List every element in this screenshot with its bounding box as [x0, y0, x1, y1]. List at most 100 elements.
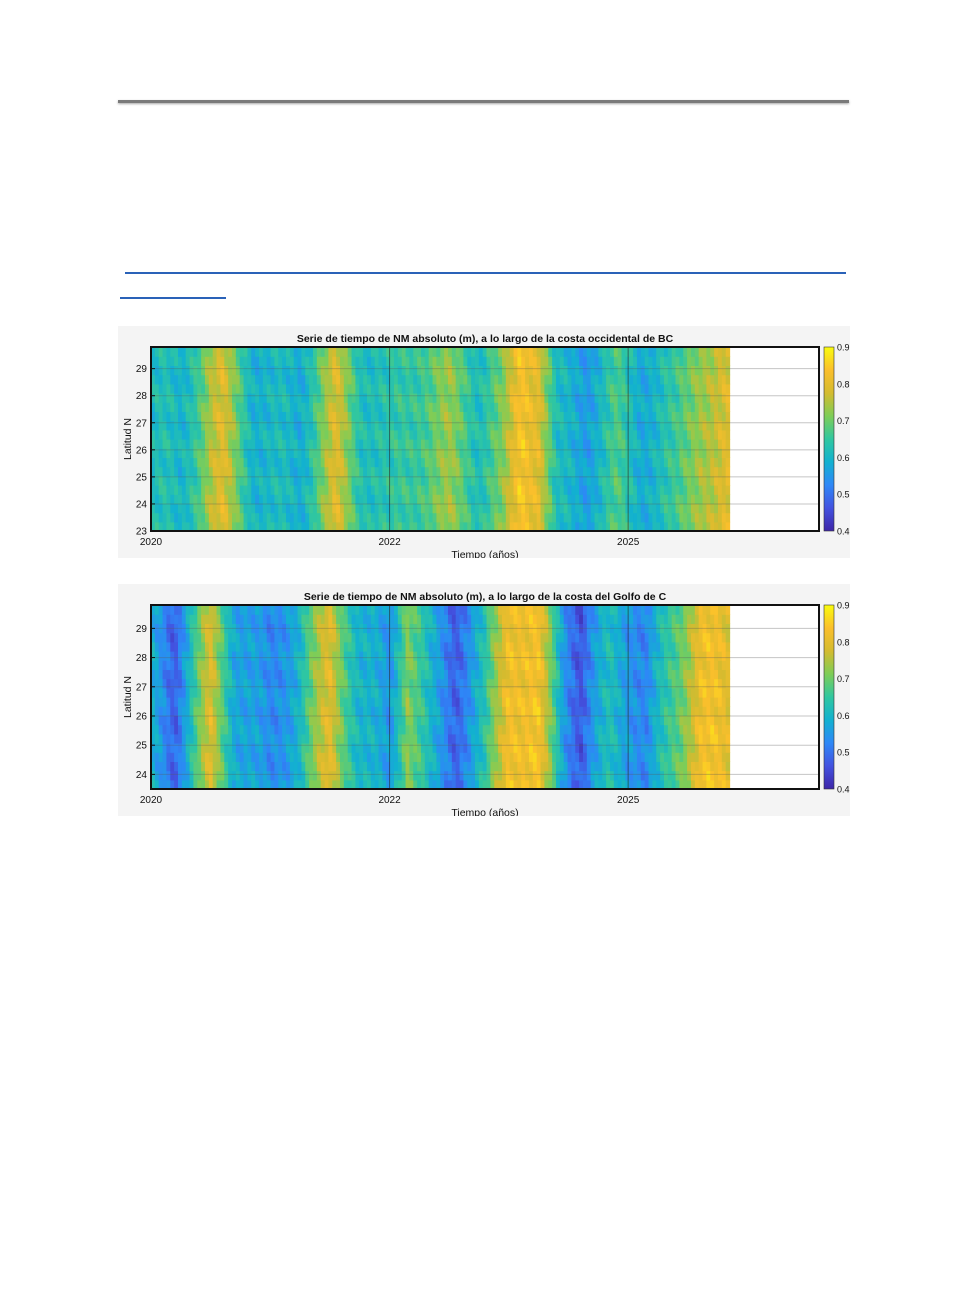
heatmap-cell: [193, 475, 198, 486]
heatmap-cell: [559, 512, 565, 523]
hyperlink-underline[interactable]: [125, 272, 846, 274]
heatmap-cell: [355, 429, 360, 440]
heatmap-cell: [432, 420, 438, 431]
heatmap-cell: [208, 623, 214, 634]
heatmap-cell: [424, 521, 430, 532]
heatmap-cell: [555, 439, 561, 449]
heatmap-cell: [378, 779, 384, 790]
heatmap-cell: [494, 632, 499, 643]
heatmap-cell: [455, 457, 461, 468]
heatmap-cell: [216, 448, 222, 458]
heatmap-cell: [478, 761, 484, 772]
heatmap-cell: [482, 503, 488, 514]
heatmap-cell: [232, 743, 237, 753]
heatmap-cell: [648, 374, 653, 385]
heatmap-cell: [656, 383, 661, 394]
colorbar-tick-label: 0.9: [837, 343, 850, 353]
heatmap-cell: [370, 512, 376, 523]
heatmap-cell: [409, 347, 414, 357]
heatmap-cell: [536, 356, 542, 366]
heatmap-cell: [459, 383, 465, 394]
heatmap-cell: [328, 383, 333, 394]
heatmap-cell: [463, 448, 468, 458]
heatmap-cell: [471, 660, 476, 670]
heatmap-cell: [363, 678, 368, 689]
heatmap-cell: [386, 605, 391, 615]
heatmap-cell: [328, 752, 333, 762]
heatmap-cell: [698, 429, 704, 440]
heatmap-cell: [393, 485, 399, 495]
heatmap-cell: [324, 494, 330, 504]
heatmap-cell: [359, 356, 364, 366]
heatmap-cell: [552, 448, 557, 458]
heatmap-cell: [532, 475, 538, 486]
heatmap-cell: [474, 475, 480, 486]
heatmap-cell: [621, 494, 626, 504]
heatmap-cell: [243, 660, 249, 670]
heatmap-cell: [451, 632, 457, 643]
heatmap-cell: [474, 429, 480, 440]
heatmap-cell: [405, 383, 411, 394]
heatmap-cell: [174, 724, 179, 735]
heatmap-cell: [363, 724, 368, 735]
heatmap-cell: [316, 411, 322, 422]
heatmap-cell: [687, 466, 692, 477]
heatmap-cell: [444, 420, 449, 431]
heatmap-cell: [625, 374, 630, 385]
heatmap-cell: [158, 715, 164, 726]
heatmap-cell: [386, 779, 391, 790]
heatmap-cell: [617, 466, 623, 477]
heatmap-cell: [575, 521, 580, 532]
heatmap-cell: [455, 779, 461, 790]
heatmap-cell: [436, 512, 441, 523]
heatmap-cell: [486, 687, 492, 698]
heatmap-cell: [625, 429, 630, 440]
heatmap-cell: [216, 733, 222, 744]
heatmap-cell: [181, 347, 187, 357]
heatmap-cell: [343, 770, 349, 781]
heatmap-cell: [174, 706, 179, 716]
heatmap-cell: [397, 439, 403, 449]
heatmap-cell: [232, 475, 237, 486]
heatmap-cell: [262, 614, 268, 624]
heatmap-cell: [517, 743, 522, 753]
heatmap-cell: [474, 457, 480, 468]
heatmap-cell: [170, 605, 175, 615]
heatmap-cell: [363, 485, 368, 495]
heatmap-cell: [324, 779, 330, 790]
heatmap-cell: [151, 512, 156, 523]
heatmap-cell: [151, 605, 156, 615]
heatmap-cell: [289, 439, 295, 449]
heatmap-cell: [386, 475, 391, 486]
heatmap-cell: [525, 485, 530, 495]
heatmap-cell: [625, 347, 630, 357]
heatmap-cell: [633, 429, 638, 440]
heatmap-cell: [181, 429, 187, 440]
heatmap-cell: [525, 770, 530, 781]
heatmap-cell: [212, 420, 218, 431]
heatmap-cell: [378, 697, 384, 707]
heatmap-cell: [151, 503, 156, 514]
heatmap-cell: [301, 347, 306, 357]
heatmap-cell: [463, 402, 468, 412]
heatmap-cell: [525, 779, 530, 790]
heatmap-cell: [467, 697, 472, 707]
heatmap-cell: [428, 641, 434, 652]
hyperlink-underline-continuation[interactable]: [120, 297, 226, 299]
heatmap-cell: [154, 752, 160, 762]
heatmap-cell: [197, 641, 202, 652]
heatmap-cell: [482, 706, 488, 716]
heatmap-cell: [555, 457, 561, 468]
heatmap-cell: [675, 439, 680, 449]
heatmap-cell: [710, 494, 715, 504]
heatmap-cell: [536, 374, 542, 385]
heatmap-cell: [563, 356, 569, 366]
heatmap-cell: [258, 448, 264, 458]
heatmap-cell: [540, 512, 546, 523]
heatmap-cell: [525, 365, 530, 376]
heatmap-cell: [459, 779, 465, 790]
heatmap-cell: [228, 393, 233, 403]
heatmap-cell: [193, 743, 198, 753]
heatmap-cell: [285, 706, 291, 716]
heatmap-cell: [324, 356, 330, 366]
